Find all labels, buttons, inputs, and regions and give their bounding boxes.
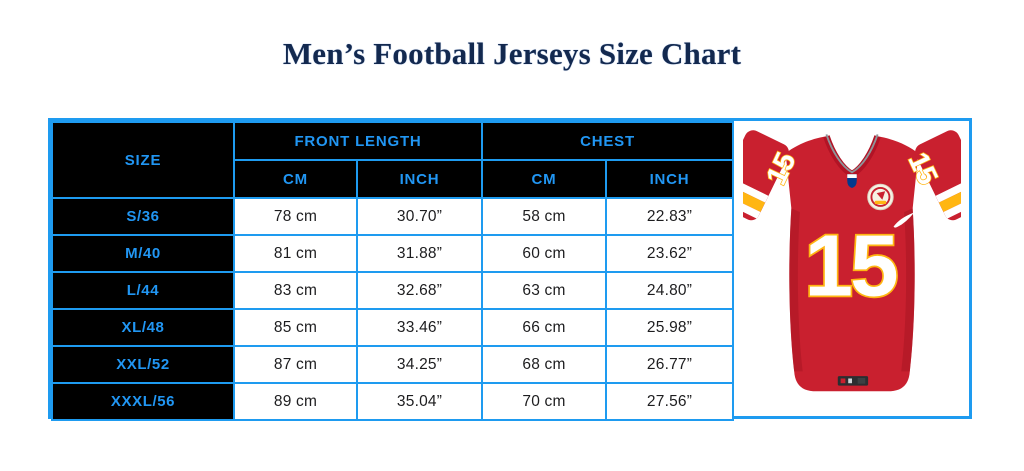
chest-cm-value: 66 cm	[481, 308, 607, 347]
chest-cm-value: 63 cm	[481, 271, 607, 310]
front-length-inch-value: 32.68”	[356, 271, 483, 310]
jersey-chest-number: 15	[804, 217, 897, 314]
nike-swoosh-icon	[893, 211, 914, 228]
front-length-inch-value: 30.70”	[356, 197, 483, 236]
table-row: M/40 81 cm 31.88” 60 cm 23.62”	[51, 234, 734, 273]
header-row-units: CM INCH CM INCH	[52, 159, 734, 199]
front-length-cm-value: 85 cm	[233, 308, 358, 347]
front-length-inch-value: 33.46”	[356, 308, 483, 347]
front-length-cm-value: 83 cm	[233, 271, 358, 310]
jersey-right-sleeve	[914, 129, 961, 220]
chest-inch-value: 22.83”	[605, 197, 734, 236]
front-length-cm-value: 78 cm	[233, 197, 358, 236]
chest-inch-value: 24.80”	[605, 271, 734, 310]
chest-cm-value: 68 cm	[481, 345, 607, 384]
size-label: XXXL/56	[51, 382, 235, 421]
front-length-inch-value: 34.25”	[356, 345, 483, 384]
jersey-side-shade-right	[900, 207, 915, 371]
front-length-cm-value: 87 cm	[233, 345, 358, 384]
jersey-illustration: 15 15 15	[742, 129, 961, 391]
table-row: XXL/52 87 cm 34.25” 68 cm 26.77”	[51, 345, 734, 384]
header-row-groups: SIZE FRONT LENGTH CHEST	[51, 121, 734, 199]
size-label: S/36	[51, 197, 235, 236]
chest-inch-value: 27.56”	[605, 382, 734, 421]
size-label: XL/48	[51, 308, 235, 347]
size-label: M/40	[51, 234, 235, 273]
page-title: Men’s Football Jerseys Size Chart	[282, 36, 742, 71]
chest-inch-value: 23.62”	[605, 234, 734, 273]
jersey-collar-gray-trim	[825, 133, 878, 173]
table-row: S/36 78 cm 30.70” 58 cm 22.83”	[51, 197, 734, 236]
table-row: L/44 83 cm 32.68” 63 cm 24.80”	[51, 271, 734, 310]
table-row: XXXL/56 89 cm 35.04” 70 cm 27.56”	[51, 382, 734, 421]
column-header-chest: CHEST	[481, 121, 734, 161]
size-chart-box: SIZE FRONT LENGTH CHEST CM INCH CM INCH …	[48, 118, 972, 421]
column-header-chest-inch: INCH	[605, 159, 734, 199]
front-length-cm-value: 89 cm	[233, 382, 358, 421]
size-label: L/44	[51, 271, 235, 310]
nfl-shield-icon	[846, 173, 857, 188]
jersey-side-shade-left	[788, 207, 803, 371]
column-header-front-cm: CM	[233, 159, 358, 199]
chiefs-patch-icon	[866, 183, 894, 210]
jersey-jock-tag	[837, 375, 868, 386]
column-header-front-length: FRONT LENGTH	[233, 121, 483, 161]
chest-inch-value: 26.77”	[605, 345, 734, 384]
front-length-inch-value: 31.88”	[356, 234, 483, 273]
column-header-chest-cm: CM	[481, 159, 607, 199]
size-chart-table: SIZE FRONT LENGTH CHEST CM INCH CM INCH …	[51, 121, 734, 421]
chest-cm-value: 60 cm	[481, 234, 607, 273]
column-header-front-inch: INCH	[356, 159, 483, 199]
column-header-size: SIZE	[51, 121, 235, 199]
front-length-inch-value: 35.04”	[356, 382, 483, 421]
jersey-left-sleeve	[742, 129, 789, 220]
size-label: XXL/52	[51, 345, 235, 384]
chest-cm-value: 58 cm	[481, 197, 607, 236]
jersey-product-image: 15 15 15	[734, 121, 969, 416]
table-row: XL/48 85 cm 33.46” 66 cm 25.98”	[51, 308, 734, 347]
chest-inch-value: 25.98”	[605, 308, 734, 347]
chest-cm-value: 70 cm	[481, 382, 607, 421]
front-length-cm-value: 81 cm	[233, 234, 358, 273]
